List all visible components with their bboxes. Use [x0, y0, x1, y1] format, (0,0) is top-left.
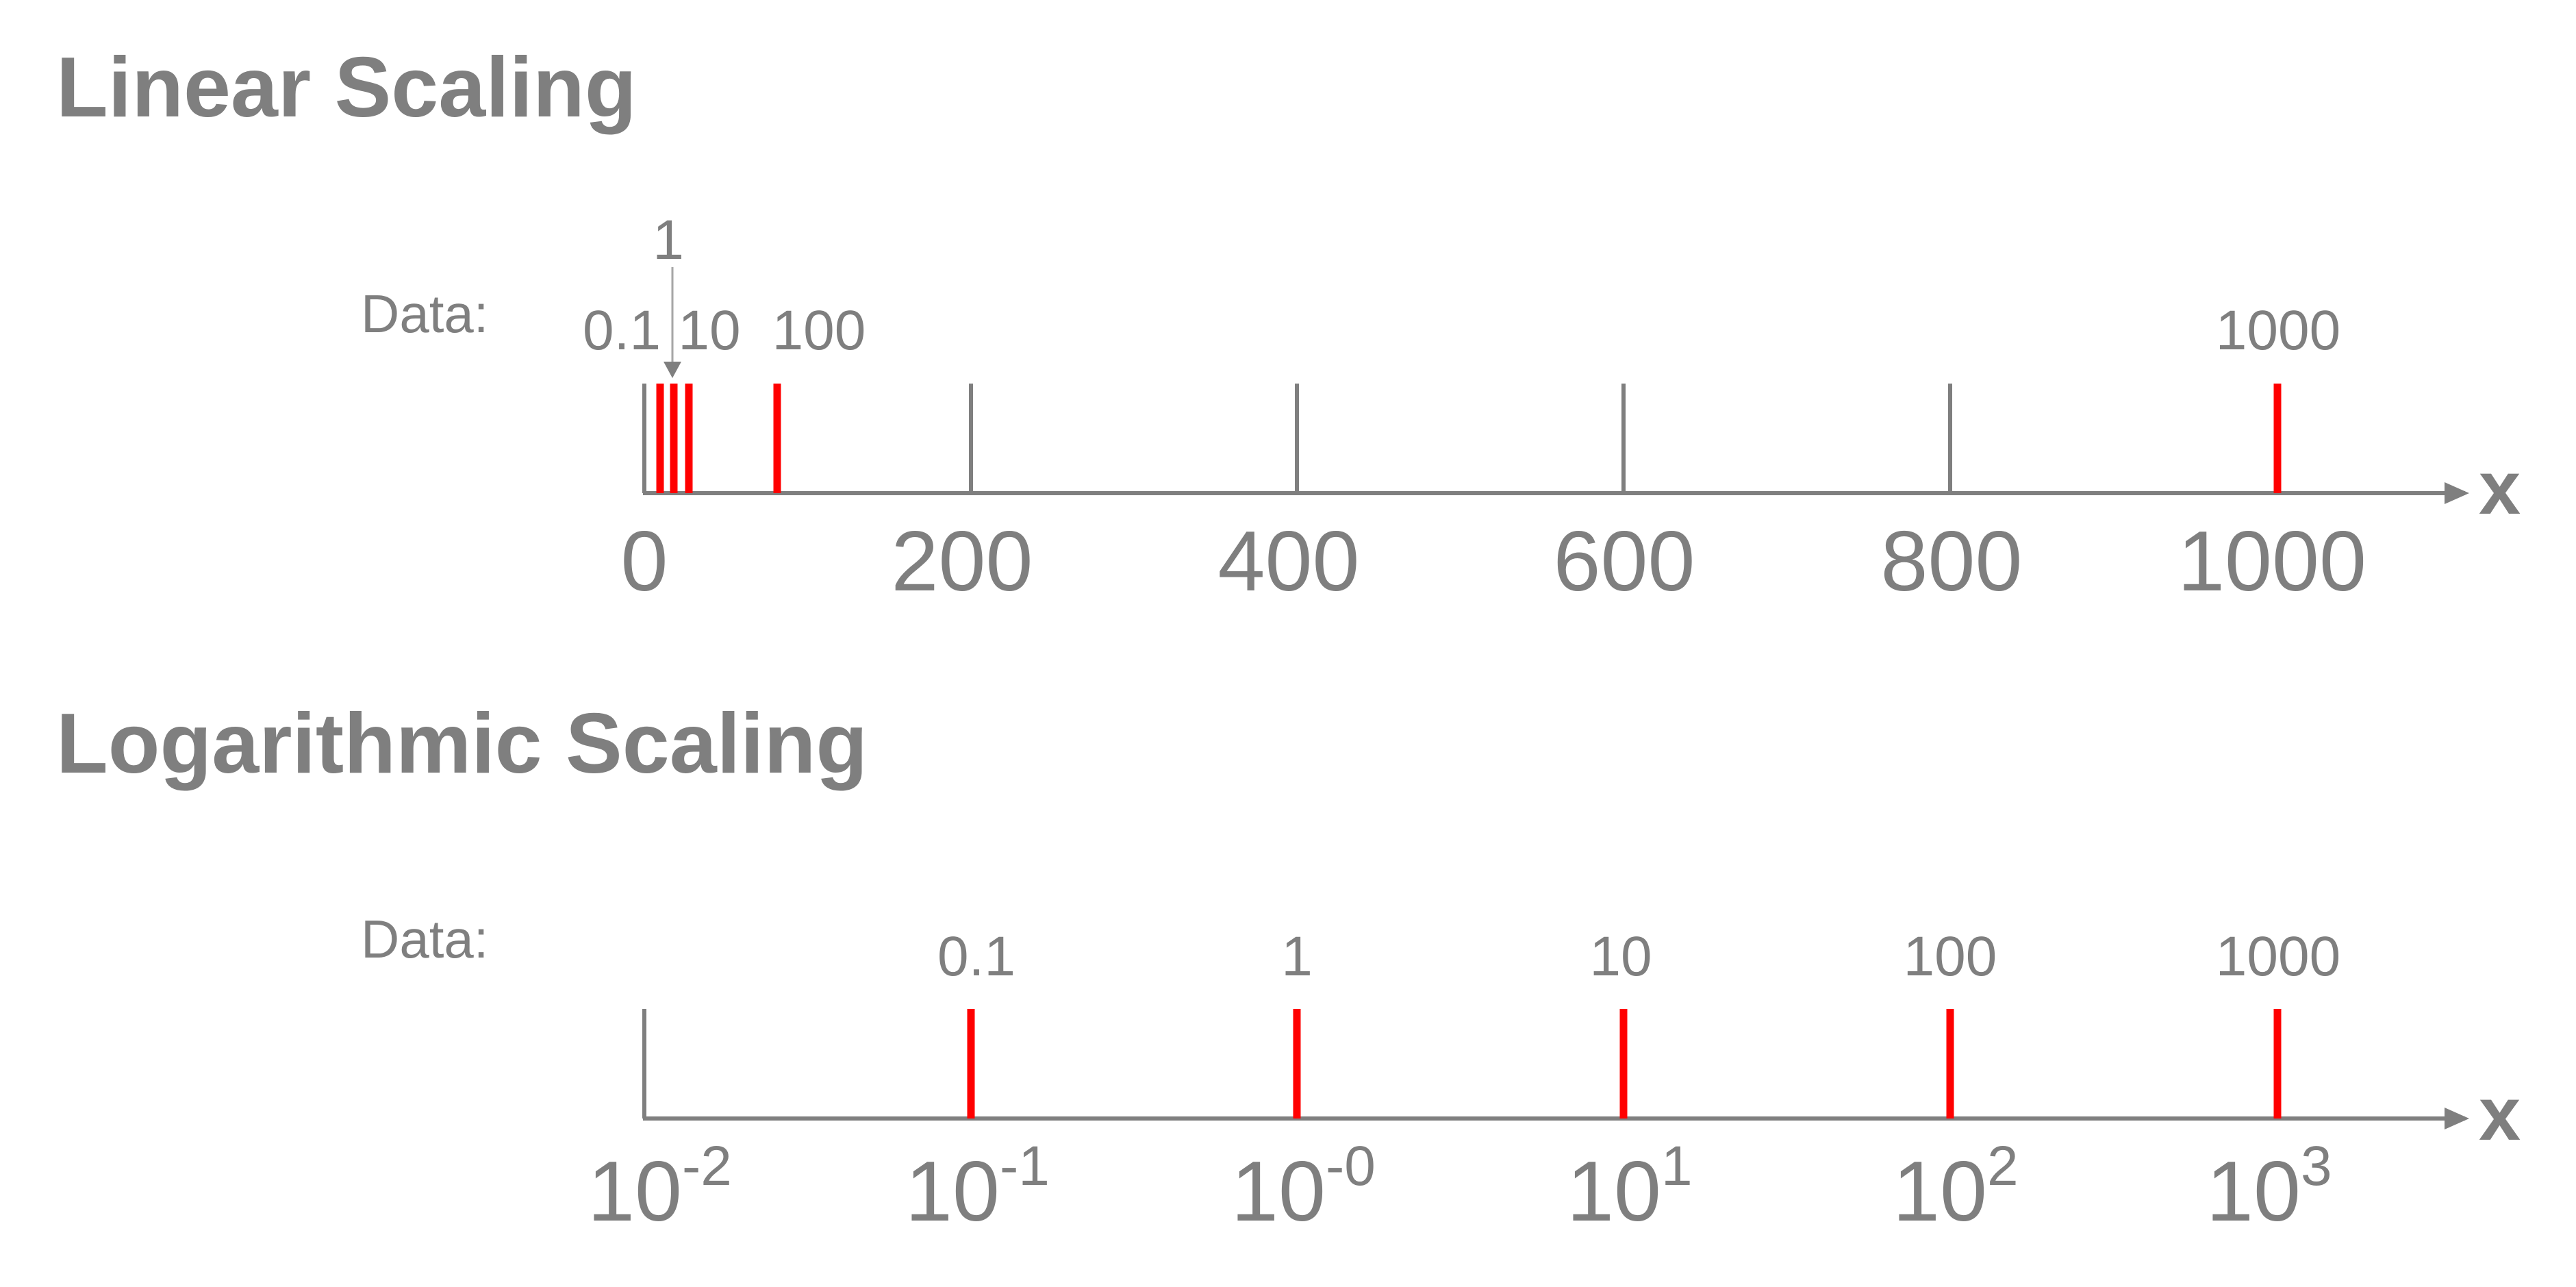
logarithmic-tick-base: 10 — [1893, 1145, 1987, 1239]
linear-scaling-panel: Linear Scaling Data: x 0 200 400 600 800… — [56, 40, 2521, 609]
logarithmic-tick-label-0.1: 10-1 — [905, 1135, 1050, 1239]
logarithmic-data-labels: 0.1 1 10 100 1000 — [937, 925, 2340, 988]
linear-data-label: Data: — [361, 284, 488, 344]
logarithmic-data-label-100: 100 — [1904, 925, 1997, 988]
logarithmic-data-marks — [967, 1009, 2282, 1119]
linear-data-labels: 0.1 1 10 100 1000 — [583, 209, 2340, 362]
logarithmic-tick-base: 10 — [2206, 1145, 2301, 1239]
logarithmic-data-label-10: 10 — [1589, 925, 1652, 988]
linear-tick-labels: 0 200 400 600 800 1000 — [621, 514, 2366, 609]
linear-axis-symbol: x — [2479, 446, 2521, 530]
linear-tick-label-1000: 1000 — [2177, 514, 2366, 609]
linear-data-label-1000: 1000 — [2216, 299, 2340, 362]
logarithmic-tick-exponent: 2 — [1987, 1135, 2019, 1197]
logarithmic-data-label: Data: — [361, 909, 488, 969]
logarithmic-tick-exponent: -2 — [682, 1135, 732, 1197]
linear-data-label-1: 1 — [653, 209, 684, 271]
logarithmic-data-label-0.1: 0.1 — [937, 925, 1015, 988]
linear-data-label-0.1: 0.1 — [583, 299, 661, 362]
linear-data-marks — [656, 384, 2282, 493]
linear-tick-lines — [642, 384, 1952, 493]
logarithmic-tick-base: 10 — [1231, 1145, 1326, 1239]
logarithmic-tick-label-1000: 103 — [2206, 1135, 2332, 1239]
logarithmic-tick-base: 10 — [1567, 1145, 1661, 1239]
logarithmic-scaling-panel: Logarithmic Scaling Data: x 0.1 1 10 100… — [56, 697, 2521, 1239]
linear-tick-label-200: 200 — [892, 514, 1033, 609]
logarithmic-data-label-1000: 1000 — [2216, 925, 2340, 988]
linear-tick-label-0: 0 — [621, 514, 668, 609]
logarithmic-tick-label-1: 10-0 — [1231, 1135, 1376, 1239]
logarithmic-tick-labels: 10-2 10-1 10-0 101 102 103 — [588, 1135, 2332, 1239]
linear-tick-label-600: 600 — [1554, 514, 1695, 609]
linear-axis-arrowhead — [2445, 482, 2469, 504]
logarithmic-axis-symbol: x — [2479, 1072, 2521, 1156]
logarithmic-data-label-1: 1 — [1281, 925, 1313, 988]
linear-scaling-heading: Linear Scaling — [56, 40, 637, 135]
logarithmic-tick-exponent: 3 — [2301, 1135, 2332, 1197]
linear-data-pointer-1-head — [664, 362, 681, 378]
logarithmic-tick-label-0.01: 10-2 — [588, 1135, 732, 1239]
logarithmic-tick-label-10: 101 — [1567, 1135, 1693, 1239]
logarithmic-tick-exponent: -1 — [1000, 1135, 1050, 1197]
logarithmic-tick-exponent: -0 — [1326, 1135, 1376, 1197]
logarithmic-axis-arrowhead — [2445, 1108, 2469, 1129]
logarithmic-tick-exponent: 1 — [1661, 1135, 1693, 1197]
linear-data-label-10: 10 — [678, 299, 740, 362]
linear-tick-label-800: 800 — [1881, 514, 2023, 609]
linear-data-label-100: 100 — [772, 299, 866, 362]
linear-tick-label-400: 400 — [1218, 514, 1360, 609]
logarithmic-tick-base: 10 — [905, 1145, 1000, 1239]
logarithmic-tick-label-100: 102 — [1893, 1135, 2019, 1239]
logarithmic-scaling-heading: Logarithmic Scaling — [56, 697, 868, 791]
logarithmic-tick-base: 10 — [588, 1145, 682, 1239]
